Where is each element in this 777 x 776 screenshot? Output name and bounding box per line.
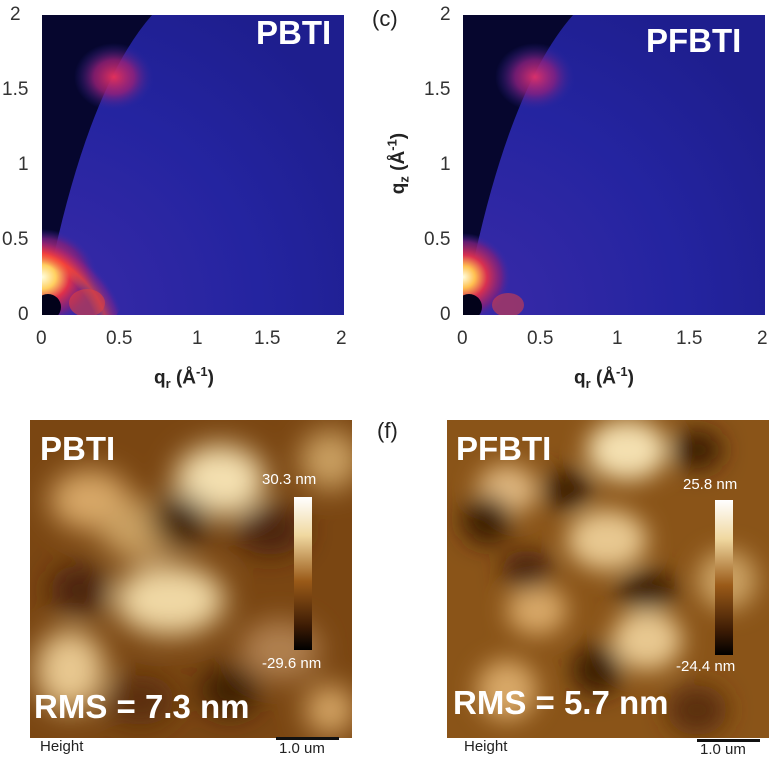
y-tick-label: 2 [440, 4, 451, 25]
colorbar-min-pfbti: -24.4 nm [676, 658, 736, 675]
x-tick-label: 1.5 [676, 328, 703, 349]
scale-bar-pbti [276, 737, 339, 740]
panel-letter-c: (c) [372, 6, 398, 31]
x-tick-label: 2 [336, 328, 347, 349]
colorbar-min-pbti: -29.6 nm [262, 655, 322, 672]
afm-title-pbti: PBTI [40, 430, 116, 467]
scale-label-pfbti: 1.0 um [700, 741, 746, 758]
giwaxs-plot-pfbti [415, 15, 765, 321]
colorbar-max-pbti: 30.3 nm [262, 471, 317, 488]
colorbar-max-pfbti: 25.8 nm [683, 476, 738, 493]
x-tick-label: 0 [36, 328, 47, 349]
x-tick-label: 2 [757, 328, 768, 349]
x-tick-label: 1.5 [254, 328, 281, 349]
giwaxs-image-pfbti [415, 15, 765, 321]
y-axis-label-pfbti: qz (Å-1) [384, 132, 412, 195]
x-axis-label-pfbti: qr (Å-1) [574, 364, 634, 392]
y-tick-label: 1.5 [424, 79, 451, 100]
scale-bar-pfbti [697, 739, 760, 742]
channel-label-pfbti: Height [464, 738, 508, 755]
afm-title-pfbti: PFBTI [456, 430, 552, 467]
scale-label-pbti: 1.0 um [279, 740, 325, 757]
x-tick-label: 1 [612, 328, 623, 349]
channel-label-pbti: Height [40, 738, 84, 755]
rms-value-pbti: RMS = 7.3 nm [34, 688, 250, 725]
y-tick-label: 0.5 [424, 229, 451, 250]
y-tick-label: 0 [440, 304, 451, 325]
giwaxs-title-pbti: PBTI [256, 14, 332, 51]
y-tick-label: 0.5 [2, 229, 29, 250]
y-tick-label: 1 [18, 154, 29, 175]
x-axis-label-pbti: qr (Å-1) [154, 364, 214, 392]
y-tick-label: 1.5 [2, 79, 29, 100]
giwaxs-plot-pbti [0, 15, 344, 340]
y-tick-label: 0 [18, 304, 29, 325]
x-tick-label: 0 [457, 328, 468, 349]
x-tick-label: 0.5 [106, 328, 133, 349]
panel-letter-f: (f) [377, 418, 398, 443]
giwaxs-title-pfbti: PFBTI [646, 22, 742, 59]
x-tick-label: 0.5 [527, 328, 554, 349]
x-tick-label: 1 [192, 328, 203, 349]
giwaxs-image-pbti [0, 15, 344, 340]
colorbar-pbti [294, 497, 312, 650]
y-tick-label: 1 [440, 154, 451, 175]
rms-value-pfbti: RMS = 5.7 nm [453, 684, 669, 721]
colorbar-pfbti [715, 500, 733, 655]
y-tick-label: 2 [10, 4, 21, 25]
